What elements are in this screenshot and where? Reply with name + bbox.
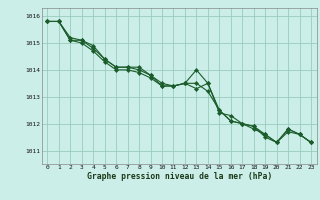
X-axis label: Graphe pression niveau de la mer (hPa): Graphe pression niveau de la mer (hPa) [87, 172, 272, 181]
